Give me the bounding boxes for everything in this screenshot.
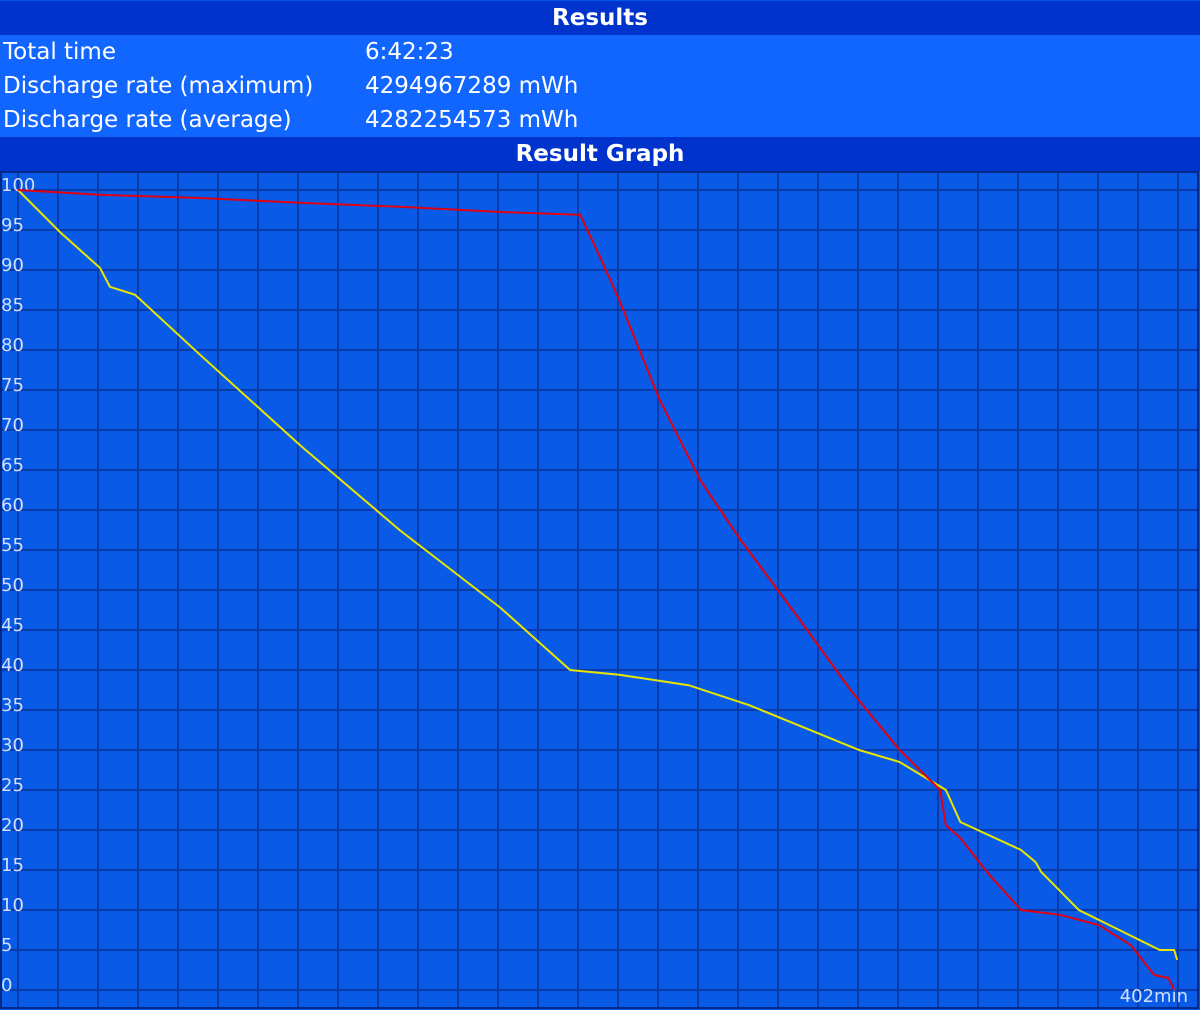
y-tick-label: 55 — [1, 535, 24, 556]
result-value: 4294967289 mWh — [365, 73, 579, 99]
result-label: Discharge rate (average) — [3, 107, 292, 133]
y-tick-label: 20 — [1, 815, 24, 836]
result-row: Total time 6:42:23 — [0, 35, 1200, 69]
y-tick-label: 30 — [1, 735, 24, 756]
y-tick-label: 75 — [1, 375, 24, 396]
y-tick-label: 85 — [1, 295, 24, 316]
y-tick-label: 5 — [1, 935, 12, 956]
chart: 0 5 10 15 20 25 30 35 40 45 50 55 60 65 70 75 80 85 90 95 10… — [0, 171, 1199, 1009]
y-tick-label: 45 — [1, 615, 24, 636]
result-label: Total time — [3, 39, 116, 65]
results-header: Results — [0, 1, 1200, 35]
y-tick-label: 90 — [1, 255, 24, 276]
y-tick-label: 40 — [1, 655, 24, 676]
x-tick-label: 402min — [1120, 986, 1188, 1007]
y-tick-label: 35 — [1, 695, 24, 716]
y-tick-label: 100 — [1, 175, 35, 196]
result-value: 4282254573 mWh — [365, 107, 579, 133]
graph-header: Result Graph — [0, 137, 1200, 171]
y-tick-label: 80 — [1, 335, 24, 356]
y-tick-label: 65 — [1, 455, 24, 476]
y-tick-label: 0 — [1, 975, 12, 996]
result-value: 6:42:23 — [365, 39, 454, 65]
data-line — [17, 189, 1179, 961]
result-row: Discharge rate (average) 4282254573 mWh — [0, 103, 1200, 137]
y-tick-label: 50 — [1, 575, 24, 596]
y-tick-label: 60 — [1, 495, 24, 516]
result-label: Discharge rate (maximum) — [3, 73, 314, 99]
result-row: Discharge rate (maximum) 4294967289 mWh — [0, 69, 1200, 103]
y-tick-label: 95 — [1, 215, 24, 236]
y-tick-label: 10 — [1, 895, 24, 916]
data-line — [17, 189, 1176, 991]
y-tick-label: 25 — [1, 775, 24, 796]
y-tick-label: 15 — [1, 855, 24, 876]
y-tick-label: 70 — [1, 415, 24, 436]
